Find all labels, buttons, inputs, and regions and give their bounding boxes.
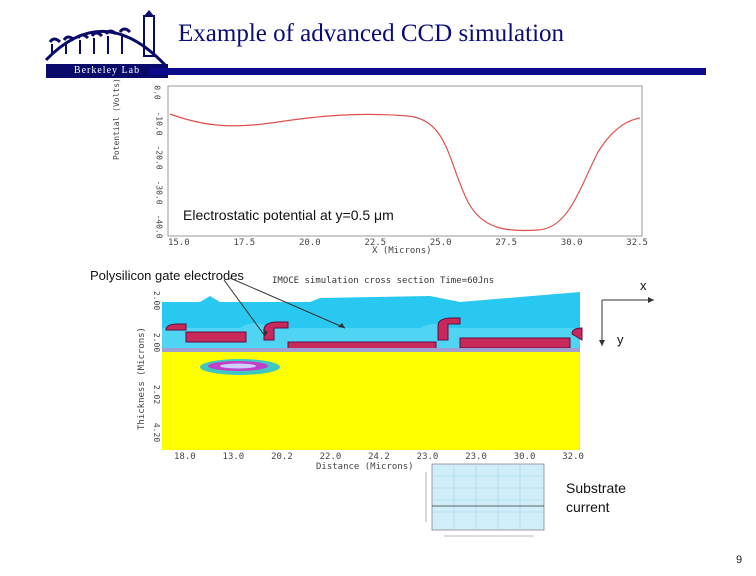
substrate-label-2: current [566,499,610,515]
x-tick: 13.0 [222,452,245,462]
potential-curve [169,113,641,232]
substrate-current-inset [424,462,546,540]
cs-ytick-0: 2.00 [152,290,162,311]
cs-ytick-3: 4.20 [152,422,162,443]
substrate-label-1: Substrate [566,480,626,496]
title-underline [150,68,706,75]
x-tick: 22.0 [319,452,342,462]
x-tick: 20.0 [298,238,321,248]
cs-xticks: 18.0 13.0 20.2 22.0 24.2 23.0 23.0 30.0 … [174,452,584,462]
x-tick: 27.5 [495,238,518,248]
potential-plot [148,82,648,250]
potential-xlabel: X (Microns) [372,246,432,256]
axis-y-label: y [617,332,624,347]
cross-section-plot [160,288,590,452]
x-tick: 25.0 [429,238,452,248]
polysilicon-gates [165,317,583,351]
x-tick: 17.5 [233,238,256,248]
axis-x-label: x [640,278,647,293]
x-tick: 23.0 [416,452,439,462]
callout-label: Polysilicon gate electrodes [90,268,244,283]
page-number: 9 [736,554,743,566]
logo-text: Berkeley Lab [46,64,168,78]
cross-section-ylabel: Thickness (Microns) [137,327,147,430]
berkeley-lab-logo [44,10,174,78]
x-tick: 23.0 [465,452,487,462]
cs-xlabel: Distance (Microns) [316,462,414,472]
x-tick: 24.2 [368,452,390,462]
simulation-title: IMOCE simulation cross section Time=60Jn… [272,276,495,286]
x-tick: 15.0 [168,238,190,248]
x-tick: 18.0 [174,452,196,462]
slide-title: Example of advanced CCD simulation [178,20,565,47]
x-tick: 32.5 [626,238,648,248]
potential-annotation: Electrostatic potential at y=0.5 μm [183,207,394,223]
cs-ytick-1: 2.00 [152,332,162,353]
x-tick: 30.0 [513,452,536,462]
logo-arches-icon [44,10,168,68]
x-tick: 32.0 [562,452,584,462]
potential-xticks: 15.0 17.5 20.0 22.5 25.0 27.5 30.0 32.5 [168,238,648,248]
x-tick: 20.2 [271,452,293,462]
x-tick: 22.5 [364,238,387,248]
x-tick: 30.0 [560,238,583,248]
cs-ytick-2: 2.02 [152,384,162,405]
